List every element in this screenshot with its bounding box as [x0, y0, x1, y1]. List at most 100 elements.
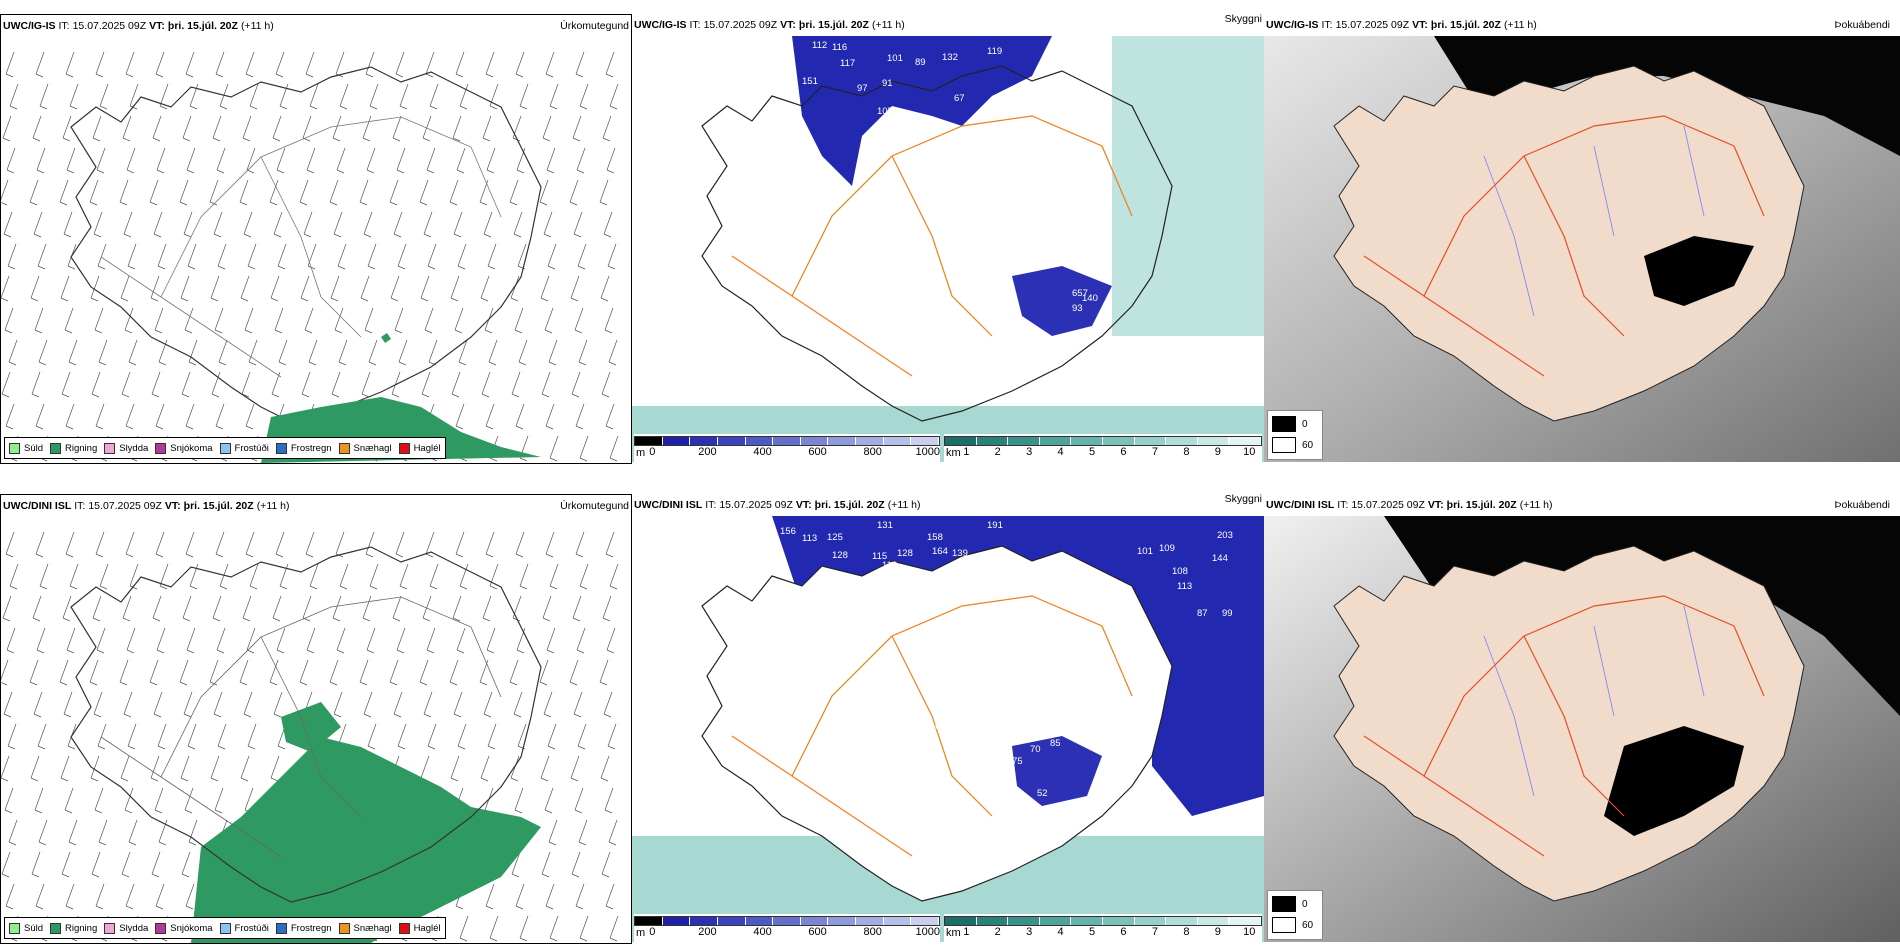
wind-barb [278, 339, 288, 366]
wind-barb [245, 51, 255, 78]
wind-barb [249, 83, 259, 110]
visibility-colorbar [944, 916, 1262, 926]
cloudbase-value-label: 93 [1072, 303, 1083, 314]
scale-tick-label: 7 [1151, 926, 1158, 938]
wind-barb [187, 243, 197, 270]
wind-barb [601, 371, 611, 398]
wind-barb [122, 115, 132, 142]
wind-barb [65, 51, 75, 78]
wind-barb [36, 147, 46, 174]
vt-label: VT: [1412, 19, 1428, 31]
precip-legend-label: Slydda [119, 922, 149, 934]
precip-legend-item: Haglél [398, 922, 441, 934]
fog-legend-item: 60 [1272, 917, 1318, 933]
wind-barb [429, 563, 439, 590]
it-label: IT: [705, 499, 717, 511]
cloudbase-value-label: 69 [935, 721, 946, 732]
wind-barb [606, 147, 616, 174]
wind-barb [449, 659, 459, 686]
colorbar-segment [945, 437, 977, 445]
wind-barb [512, 115, 522, 142]
wind-barb [542, 595, 552, 622]
wind-barb [63, 691, 73, 718]
wind-barb [389, 659, 399, 686]
wind-barb [35, 51, 45, 78]
cloudbase-colorbar [634, 916, 940, 926]
wind-barb [398, 339, 408, 366]
wind-barb [485, 883, 495, 910]
wind-barb [123, 211, 133, 238]
wind-barb [519, 563, 529, 590]
wind-barb [124, 787, 134, 814]
wind-barb [541, 371, 551, 398]
wind-barb [422, 595, 432, 622]
model-name: UWC/IG-IS [1266, 19, 1319, 31]
wind-barb [548, 339, 558, 366]
lead-offset: (+11 h) [1519, 499, 1553, 511]
wind-barb [247, 243, 257, 270]
wind-barb [609, 563, 619, 590]
wind-barb [392, 115, 402, 142]
wind-barb [152, 115, 162, 142]
colorbar-segment [911, 917, 940, 925]
cloudbase-value-label: 151 [802, 76, 818, 87]
wind-barb [541, 851, 551, 878]
colorbar-segment [1166, 437, 1198, 445]
wind-barb [30, 755, 40, 782]
wind-barb [399, 563, 409, 590]
wind-barb [96, 147, 106, 174]
fog-legend: 0 60 [1267, 890, 1323, 940]
wind-barb [61, 371, 71, 398]
wind-barb [369, 563, 379, 590]
colorbar-segment [828, 917, 857, 925]
precip-legend-item: Frostregn [275, 922, 332, 934]
wind-barb [332, 115, 342, 142]
colorbar-segment [911, 437, 940, 445]
wind-barb [64, 787, 74, 814]
wind-barb [333, 691, 343, 718]
wind-barb [213, 691, 223, 718]
wind-barb [576, 627, 586, 654]
wind-barb [32, 595, 42, 622]
wind-barb [455, 531, 465, 558]
colorbar-segment [1008, 437, 1040, 445]
precip-legend-swatch [9, 922, 20, 934]
lead-offset: (+11 h) [871, 19, 905, 31]
wind-barb [543, 211, 553, 238]
wind-barb [549, 435, 559, 462]
wind-barb [65, 883, 75, 910]
cloudbase-value-label: 75 [1012, 756, 1023, 767]
wind-barb [608, 339, 618, 366]
wind-barb [152, 595, 162, 622]
scale-tick-label: 10 [1243, 446, 1256, 458]
wind-barb [395, 51, 405, 78]
wind-barb [92, 595, 102, 622]
precip-legend-label: Súld [24, 922, 44, 934]
fog-dense-interior [1604, 726, 1744, 836]
wind-barb [335, 531, 345, 558]
wind-barb [601, 851, 611, 878]
wind-barb [602, 115, 612, 142]
wind-barb [335, 51, 345, 78]
wind-barb [509, 659, 519, 686]
wind-barb [95, 531, 105, 558]
wind-barb [303, 211, 313, 238]
wind-barb [218, 339, 228, 366]
wind-barb [127, 243, 137, 270]
precip-legend-label: Frostúði [234, 442, 269, 454]
panel-header: UWC/DINI ISL IT: 15.07.2025 09Z VT: þri.… [1, 495, 631, 517]
wind-barb [157, 243, 167, 270]
cloudbase-value-label: 89 [915, 57, 926, 68]
iceland-outline [70, 546, 542, 903]
wind-barb [245, 531, 255, 558]
cloudbase-colorbar [634, 436, 940, 446]
wind-barb [480, 275, 490, 302]
scale-tick-label: 200 [698, 926, 717, 938]
wind-barb [1, 371, 11, 398]
wind-barb [185, 403, 195, 430]
precip-legend-swatch [275, 922, 287, 934]
wind-barb [185, 883, 195, 910]
wind-barb [183, 691, 193, 718]
fog-dense-interior [1644, 236, 1754, 306]
wind-barb [545, 403, 555, 430]
